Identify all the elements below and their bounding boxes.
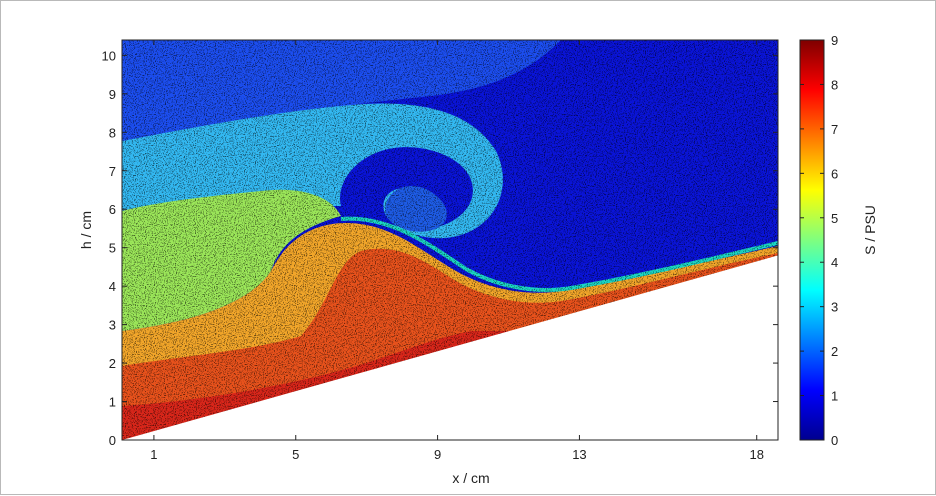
colorbar <box>799 39 825 441</box>
y-axis-label: h / cm <box>78 211 94 249</box>
colorbar-tick-label: 3 <box>831 300 838 315</box>
y-tick-label: 1 <box>109 395 116 410</box>
colorbar-tick-label: 6 <box>831 166 838 181</box>
colorbar-label: S / PSU <box>862 205 878 255</box>
y-tick-label: 5 <box>109 241 116 256</box>
bottom-slope <box>122 255 778 440</box>
x-tick-label: 18 <box>749 447 763 462</box>
colorbar-axis: 0 1 2 3 4 5 6 7 8 9 <box>800 33 838 448</box>
y-tick-label: 10 <box>102 48 116 63</box>
colorbar-tick-label: 2 <box>831 344 838 359</box>
y-tick-label: 6 <box>109 202 116 217</box>
x-tick-label: 9 <box>434 447 441 462</box>
plot-frame <box>121 39 779 441</box>
x-tick-label: 13 <box>572 447 586 462</box>
y-tick-label: 9 <box>109 87 116 102</box>
x-tick-label: 5 <box>292 447 299 462</box>
y-axis: 0 1 2 3 4 5 6 7 8 9 10 <box>102 48 778 448</box>
colorbar-tick-label: 4 <box>831 255 838 270</box>
x-tick-label: 1 <box>150 447 157 462</box>
heatmap-field <box>122 40 778 440</box>
y-tick-label: 8 <box>109 125 116 140</box>
y-tick-label: 4 <box>109 279 116 294</box>
y-tick-label: 0 <box>109 433 116 448</box>
colorbar-tick-label: 0 <box>831 433 838 448</box>
x-axis-label: x / cm <box>452 470 489 486</box>
colorbar-tick-label: 5 <box>831 211 838 226</box>
x-axis: 1 5 9 13 18 <box>150 40 764 462</box>
y-tick-label: 2 <box>109 356 116 371</box>
colorbar-tick-label: 1 <box>831 389 838 404</box>
y-tick-label: 3 <box>109 318 116 333</box>
colorbar-tick-label: 9 <box>831 33 838 48</box>
y-tick-label: 7 <box>109 164 116 179</box>
colorbar-tick-label: 8 <box>831 77 838 92</box>
colorbar-tick-label: 7 <box>831 122 838 137</box>
